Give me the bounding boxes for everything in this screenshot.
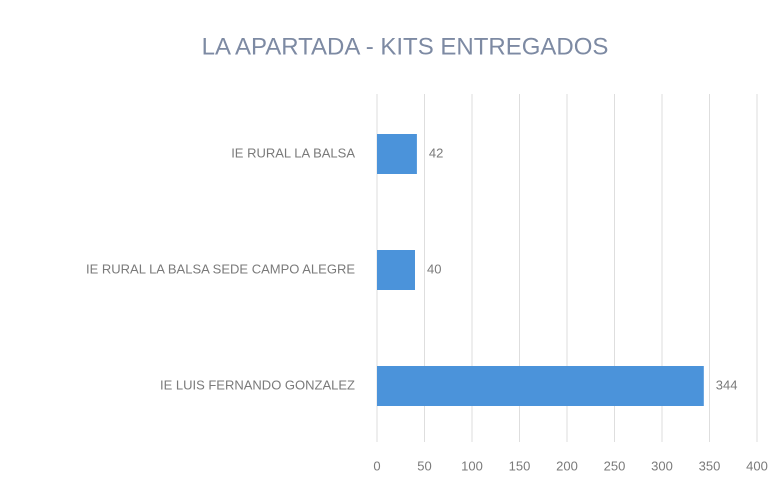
data-label: 42 — [429, 145, 443, 160]
x-tick-label: 0 — [373, 458, 380, 473]
bar — [377, 250, 415, 290]
x-tick-label: 200 — [556, 458, 578, 473]
data-label: 344 — [716, 377, 738, 392]
chart-title: LA APARTADA - KITS ENTREGADOS — [202, 33, 609, 60]
bar — [377, 134, 417, 174]
data-label: 40 — [427, 261, 441, 276]
x-tick-label: 150 — [509, 458, 531, 473]
bar — [377, 366, 704, 406]
x-tick-label: 300 — [651, 458, 673, 473]
x-tick-label: 250 — [604, 458, 626, 473]
x-tick-label: 350 — [699, 458, 721, 473]
x-tick-label: 50 — [417, 458, 431, 473]
x-tick-label: 100 — [461, 458, 483, 473]
y-tick-label: IE LUIS FERNANDO GONZALEZ — [160, 377, 355, 392]
y-tick-label: IE RURAL LA BALSA SEDE CAMPO ALEGRE — [86, 261, 355, 276]
x-tick-label: 400 — [746, 458, 768, 473]
y-tick-label: IE RURAL LA BALSA — [231, 145, 355, 160]
